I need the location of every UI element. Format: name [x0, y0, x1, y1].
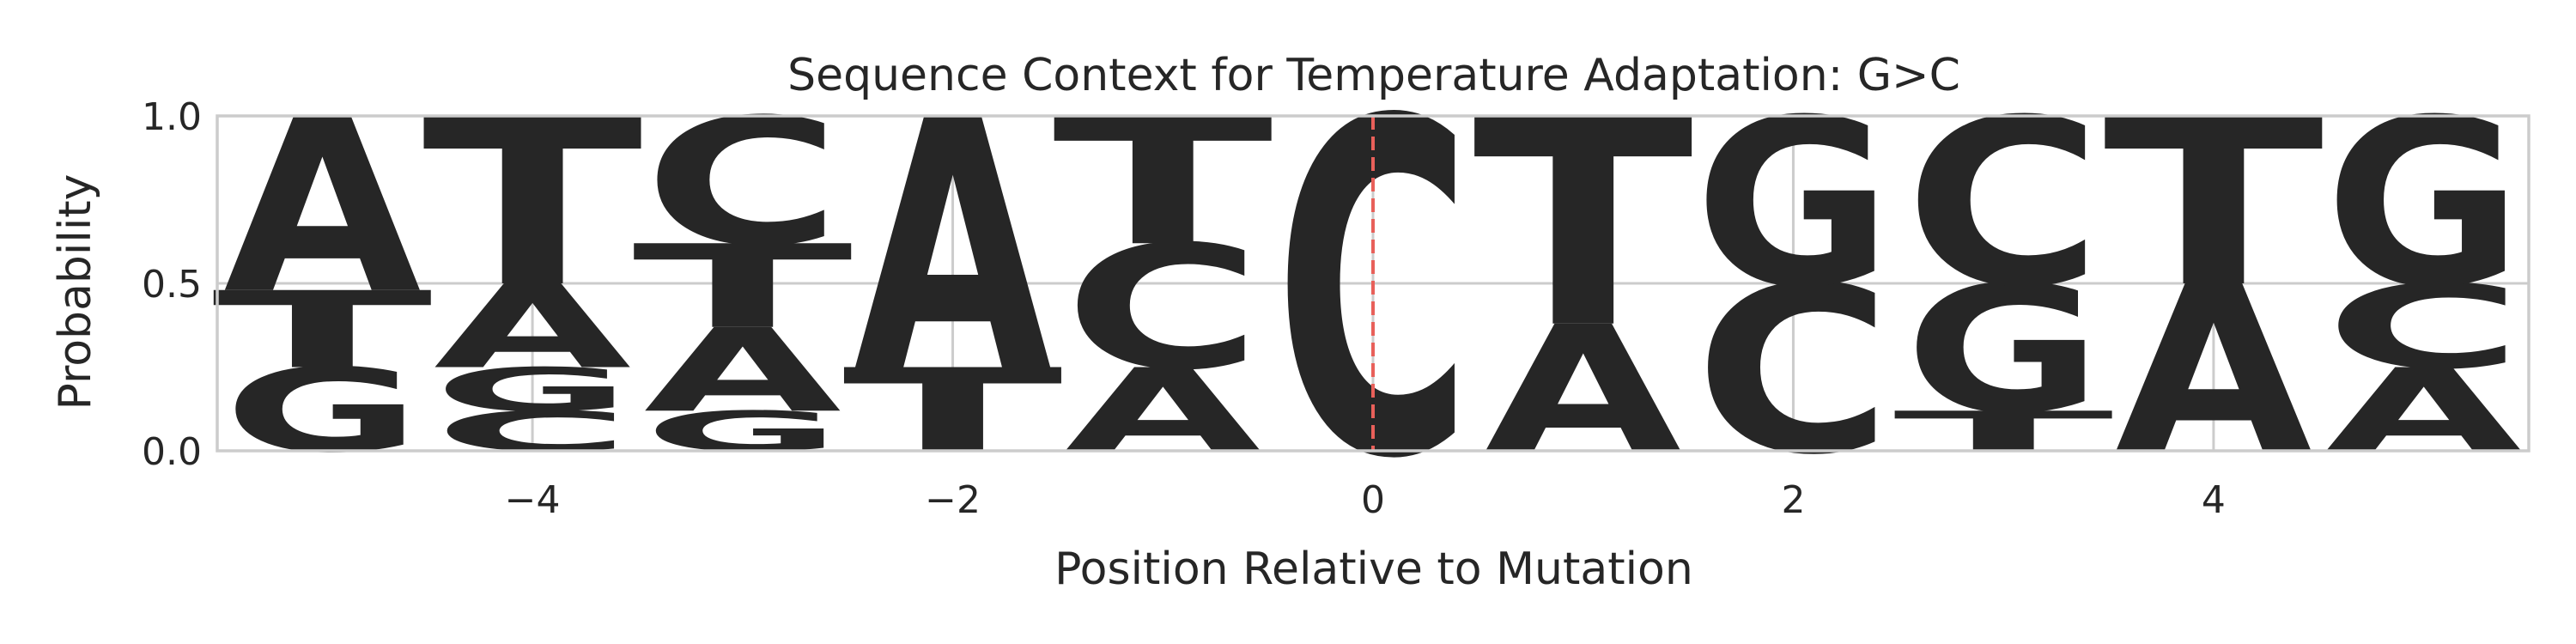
- tick-labels: −4 −2 0 2 4 0.0 0.5 1.0: [142, 95, 2226, 522]
- x-tick-label: −2: [925, 478, 981, 522]
- chart-title: Sequence Context for Temperature Adaptat…: [787, 50, 1960, 101]
- logo-letter-a: A: [854, 48, 1054, 449]
- logo-letter-c: C: [2325, 260, 2523, 394]
- axes-frame: [216, 114, 2530, 453]
- logo-letter-t: T: [632, 221, 854, 355]
- logo-letter-a: A: [2325, 344, 2523, 478]
- logo-letter-c: C: [434, 400, 631, 465]
- x-tick-label: −4: [505, 478, 561, 522]
- logo-letter-a: A: [1064, 344, 1261, 478]
- logo-letter-a: A: [644, 305, 841, 439]
- x-axis-label: Position Relative to Mutation: [1054, 544, 1693, 595]
- logo-letter-c: C: [1905, 70, 2102, 337]
- logo-letter-a: A: [1485, 289, 1682, 492]
- logo-letter-g: G: [1694, 70, 1892, 338]
- logo-letter-t: T: [422, 71, 645, 338]
- logo-letter-c: C: [1064, 210, 1261, 407]
- y-tick-label: 0.5: [142, 263, 202, 307]
- logo-letter-t: T: [1893, 399, 2116, 464]
- logo-letter-t: T: [212, 270, 434, 392]
- x-tick-label: 2: [1781, 478, 1805, 522]
- logo-letter-t: T: [1053, 82, 1275, 285]
- y-axis-label: Probability: [50, 174, 101, 410]
- logo-letter-a: A: [2115, 238, 2314, 505]
- y-tick-label: 1.0: [142, 95, 202, 139]
- y-tick-label: 0.0: [142, 430, 202, 474]
- x-tick-label: 0: [1361, 478, 1385, 522]
- logo-letter-a: A: [434, 261, 631, 395]
- logo-letter-g: G: [1905, 249, 2102, 453]
- logo-letter-t: T: [2103, 71, 2325, 338]
- logo-letter-a: A: [223, 69, 422, 347]
- logo-letter-g: G: [434, 355, 631, 425]
- x-tick-label: 4: [2202, 478, 2226, 522]
- logo-letter-g: G: [2325, 70, 2523, 338]
- logo-letter-t: T: [1473, 59, 1695, 391]
- logo-letter-c: C: [644, 82, 841, 284]
- logo-letter-t: T: [842, 344, 1065, 478]
- logo-letter-g: G: [644, 399, 841, 464]
- logo-letter-g: G: [223, 344, 421, 478]
- logo-letter-c: C: [1694, 238, 1892, 505]
